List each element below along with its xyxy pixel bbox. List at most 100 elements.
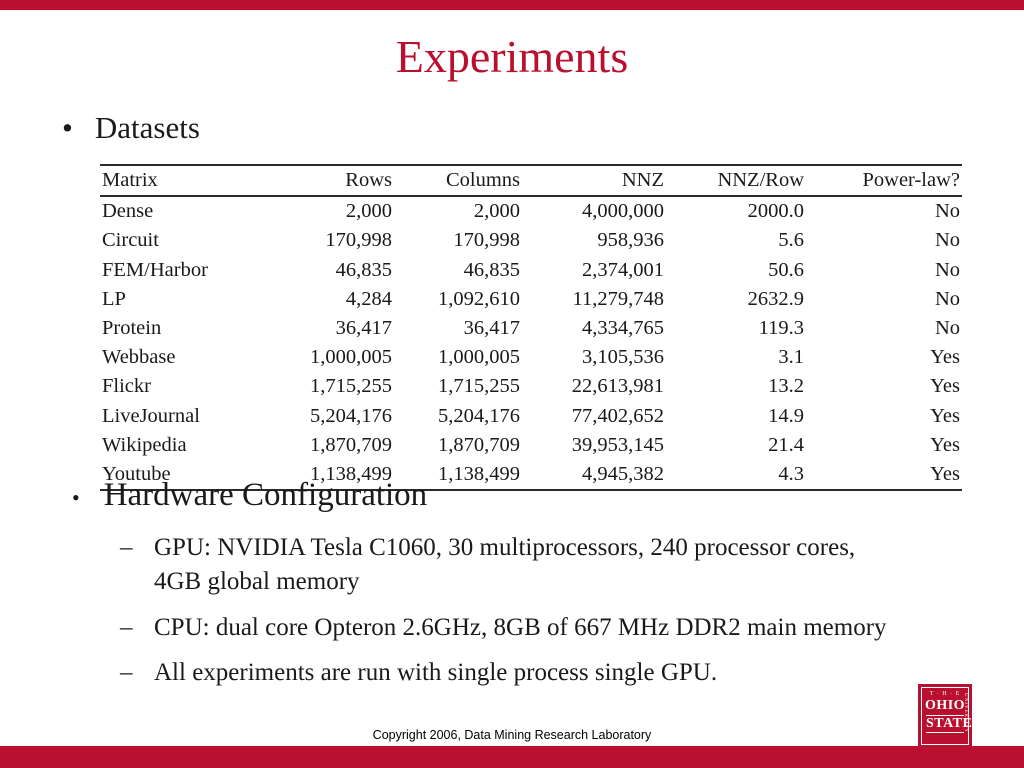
- table-cell: 11,279,748: [572, 287, 665, 310]
- bottom-accent-bar: [0, 746, 1024, 768]
- table-cell: 21.4: [768, 433, 804, 456]
- table-row: LiveJournal 5,204,176 5,204,176 77,402,6…: [100, 402, 962, 431]
- bullet-icon: •: [72, 485, 80, 510]
- table-cell: Yes: [930, 375, 960, 398]
- table-header-cell: Columns: [445, 169, 520, 191]
- logo-the-text: T · H · E: [929, 691, 961, 697]
- sub-bullet-gpu: – GPU: NVIDIA Tesla C1060, 30 multiproce…: [120, 531, 890, 599]
- table-cell: Yes: [930, 433, 960, 456]
- table-cell: 50.6: [768, 258, 804, 281]
- table-header-row: Matrix Rows Columns NNZ NNZ/Row Power-la…: [100, 165, 962, 197]
- table-cell: 1,000,005: [438, 346, 520, 369]
- table-cell: 13.2: [768, 375, 804, 398]
- table-header-cell: Rows: [345, 169, 392, 191]
- table-cell: 5.6: [778, 229, 804, 252]
- table-header-cell: Matrix: [102, 169, 158, 191]
- table-cell: 2632.9: [747, 287, 804, 310]
- table-cell: 4,334,765: [582, 316, 664, 339]
- table-cell: Wikipedia: [102, 433, 187, 456]
- table-cell: 46,835: [335, 258, 392, 281]
- logo-state-text: STATE: [926, 714, 972, 733]
- table-cell: Circuit: [102, 229, 159, 252]
- dash-icon: –: [120, 534, 133, 561]
- table-cell: Yes: [930, 404, 960, 427]
- table-cell: FEM/Harbor: [102, 258, 208, 281]
- table-cell: No: [934, 287, 960, 310]
- table-cell: 2000.0: [747, 200, 804, 223]
- table-cell: 4,284: [345, 287, 392, 310]
- table-cell: 1,870,709: [310, 433, 392, 456]
- table-header-cell: NNZ/Row: [717, 169, 804, 191]
- table-cell: Protein: [102, 316, 162, 339]
- table-cell: 1,138,499: [310, 462, 392, 485]
- logo-university-text: UNIVERSITY: [963, 693, 968, 733]
- table-cell: 1,092,610: [438, 287, 520, 310]
- table-cell: 3.1: [778, 346, 804, 369]
- datasets-heading-row: • Datasets: [62, 110, 200, 146]
- table-cell: 77,402,652: [571, 404, 664, 427]
- datasets-heading: Datasets: [94, 110, 200, 145]
- logo-ohio-text: OHIO: [924, 698, 966, 714]
- table-cell: No: [934, 316, 960, 339]
- table-cell: Youtube: [102, 462, 171, 485]
- osu-logo: T · H · E OHIO STATE UNIVERSITY: [918, 684, 972, 748]
- table-row: Youtube 1,138,499 1,138,499 4,945,382 4.…: [100, 460, 962, 491]
- sub-bullet-text: All experiments are run with single proc…: [154, 659, 718, 687]
- osu-logo-frame: T · H · E OHIO STATE UNIVERSITY: [921, 687, 972, 745]
- table-cell: 1,870,709: [438, 433, 520, 456]
- table-cell: 1,138,499: [438, 462, 520, 485]
- table-header-cell: NNZ: [621, 169, 664, 191]
- bullet-icon: •: [62, 110, 73, 145]
- table-row: Circuit 170,998 170,998 958,936 5.6 No: [100, 226, 962, 255]
- table-cell: Yes: [930, 346, 960, 369]
- table-cell: 14.9: [768, 404, 804, 427]
- table-cell: LiveJournal: [102, 404, 200, 427]
- datasets-table: Matrix Rows Columns NNZ NNZ/Row Power-la…: [100, 164, 962, 491]
- table-row: Protein 36,417 36,417 4,334,765 119.3 No: [100, 314, 962, 343]
- table-cell: 4.3: [778, 462, 804, 485]
- table-cell: Flickr: [102, 375, 151, 398]
- table-cell: 1,000,005: [310, 346, 392, 369]
- sub-bullet-text: GPU: NVIDIA Tesla C1060, 30 multiprocess…: [154, 534, 856, 595]
- table-cell: Dense: [102, 200, 154, 223]
- table-row: Webbase 1,000,005 1,000,005 3,105,536 3.…: [100, 343, 962, 372]
- table-cell: 36,417: [335, 316, 392, 339]
- table-cell: 170,998: [453, 229, 520, 252]
- table-cell: Webbase: [102, 346, 176, 369]
- sub-bullet-process: – All experiments are run with single pr…: [120, 656, 890, 690]
- table-cell: 958,936: [597, 229, 664, 252]
- copyright-text: Copyright 2006, Data Mining Research Lab…: [372, 728, 652, 742]
- table-cell: 1,715,255: [310, 375, 392, 398]
- table-row: FEM/Harbor 46,835 46,835 2,374,001 50.6 …: [100, 256, 962, 285]
- table-cell: No: [934, 200, 960, 223]
- table-cell: 3,105,536: [582, 346, 664, 369]
- table-row: Flickr 1,715,255 1,715,255 22,613,981 13…: [100, 372, 962, 401]
- table-cell: 4,945,382: [582, 462, 664, 485]
- sub-bullet-cpu: – CPU: dual core Opteron 2.6GHz, 8GB of …: [120, 611, 890, 645]
- table-row: LP 4,284 1,092,610 11,279,748 2632.9 No: [100, 285, 962, 314]
- table-cell: 119.3: [758, 316, 804, 339]
- table-cell: 1,715,255: [438, 375, 520, 398]
- table-cell: 5,204,176: [310, 404, 392, 427]
- table-cell: No: [934, 258, 960, 281]
- table-cell: 36,417: [463, 316, 520, 339]
- hardware-heading-row: • Hardware Configuration: [72, 477, 427, 514]
- table-header-cell: Power-law?: [862, 169, 961, 191]
- table-cell: 2,000: [473, 200, 520, 223]
- table-row: Dense 2,000 2,000 4,000,000 2000.0 No: [100, 196, 962, 226]
- dash-icon: –: [120, 613, 133, 641]
- dash-icon: –: [120, 659, 133, 687]
- table-cell: 2,374,001: [582, 258, 664, 281]
- table-row: Wikipedia 1,870,709 1,870,709 39,953,145…: [100, 431, 962, 460]
- table-cell: 22,613,981: [571, 375, 664, 398]
- table-cell: 46,835: [463, 258, 520, 281]
- hardware-sub-bullets: – GPU: NVIDIA Tesla C1060, 30 multiproce…: [120, 531, 890, 702]
- sub-bullet-text: CPU: dual core Opteron 2.6GHz, 8GB of 66…: [154, 613, 887, 641]
- table-cell: Yes: [930, 462, 960, 485]
- table-cell: 5,204,176: [438, 404, 520, 427]
- table-cell: 2,000: [345, 200, 392, 223]
- table-cell: 170,998: [325, 229, 392, 252]
- table-cell: 4,000,000: [582, 200, 664, 223]
- table-cell: No: [934, 229, 960, 252]
- slide-title: Experiments: [395, 31, 629, 82]
